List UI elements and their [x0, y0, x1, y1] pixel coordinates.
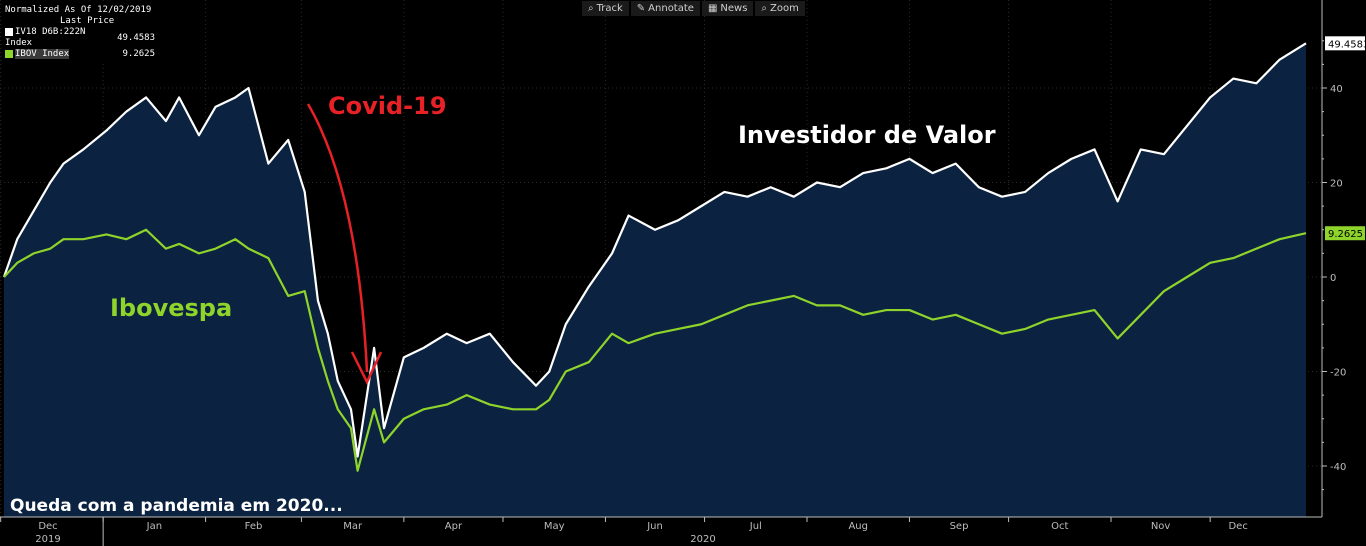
- annotation-caption: Queda com a pandemia em 2020...: [10, 496, 343, 516]
- series-lines: [2, 42, 1307, 472]
- zoom-button[interactable]: ⌕ Zoom: [755, 1, 805, 16]
- x-tick-label: Apr: [445, 521, 463, 532]
- legend-swatch-ibov: [5, 49, 13, 58]
- legend-entry-ibov[interactable]: IBOV Index 9.2625: [5, 49, 155, 60]
- x-axis: Dec Jan Feb Mar Apr May Jun Jul Aug Sep Oct Nov Dec 2…: [0, 516, 1322, 546]
- legend-entry-valor[interactable]: IV18 D6B:222N Index 49.4583: [5, 27, 155, 49]
- news-icon: ▦: [707, 3, 718, 14]
- annotation-investidor: Investidor de Valor: [738, 121, 996, 149]
- covid-arrow-icon: [306, 103, 383, 385]
- covid-arrow-shaft: [306, 103, 369, 373]
- x-tick-label: Aug: [848, 521, 868, 532]
- annotate-button[interactable]: ✎ Annotate: [630, 1, 700, 16]
- legend-value-valor: 49.4583: [117, 32, 155, 43]
- zoom-icon: ⌕: [761, 3, 768, 14]
- x-tick-label: Dec: [38, 521, 57, 532]
- x-tick-label: Jun: [646, 521, 663, 532]
- x-tick-label: Sep: [950, 521, 969, 532]
- news-label: News: [720, 3, 748, 14]
- y-tick-label: -20: [1330, 368, 1346, 379]
- x-year-label: 2019: [35, 534, 60, 545]
- zoom-label: Zoom: [770, 3, 799, 14]
- y-tick-label: -40: [1330, 462, 1346, 473]
- x-tick-label: Jul: [749, 521, 762, 532]
- chart-toolbar: ⌕ Track ✎ Annotate ▦ News ⌕ Zoom: [582, 1, 805, 16]
- last-value-box: [1325, 36, 1365, 51]
- last-value-label: 49.4583: [1328, 39, 1366, 50]
- last-value-label: 9.2625: [1328, 229, 1363, 240]
- annotation-covid: Covid-19: [328, 92, 447, 120]
- annotation-ibovespa: Ibovespa: [110, 294, 233, 322]
- y-tick-label: 20: [1330, 179, 1343, 190]
- track-button[interactable]: ⌕ Track: [582, 1, 629, 16]
- covid-arrow-head: [350, 351, 383, 385]
- y-tick-label: 0: [1330, 273, 1336, 284]
- track-icon: ⌕: [588, 3, 594, 14]
- y-axis: -40 -20 0 20 40 49.4583 9.2625: [1321, 0, 1366, 517]
- series-line-valor: [2, 42, 1307, 458]
- area-fills: [4, 43, 1306, 517]
- x-tick-label: Mar: [343, 521, 363, 532]
- x-tick-label: Oct: [1051, 521, 1068, 532]
- legend-header-normalized: Normalized As Of 12/02/2019: [5, 5, 152, 15]
- legend-name-valor: IV18 D6B:222N Index: [5, 27, 86, 48]
- track-label: Track: [596, 3, 623, 14]
- legend-header-last-price: Last Price: [60, 16, 115, 26]
- x-tick-label: Dec: [1228, 521, 1247, 532]
- x-tick-label: Feb: [245, 521, 263, 532]
- legend-name-ibov: IBOV Index: [15, 49, 70, 59]
- area-valor: [4, 43, 1306, 517]
- news-button[interactable]: ▦ News: [701, 1, 754, 16]
- legend: Normalized As Of 12/02/2019 Last Price I…: [2, 3, 158, 62]
- x-tick-label: Nov: [1151, 521, 1171, 532]
- legend-swatch-valor: [5, 27, 13, 36]
- series-line-ibov: [3, 228, 1307, 472]
- annotate-icon: ✎: [636, 3, 646, 14]
- x-tick-label: Jan: [146, 521, 162, 532]
- legend-value-ibov: 9.2625: [122, 49, 155, 59]
- x-tick-label: May: [544, 521, 565, 532]
- last-value-box: [1325, 226, 1365, 241]
- y-tick-label: 40: [1330, 84, 1343, 95]
- annotate-label: Annotate: [648, 3, 694, 14]
- x-year-label: 2020: [690, 534, 715, 545]
